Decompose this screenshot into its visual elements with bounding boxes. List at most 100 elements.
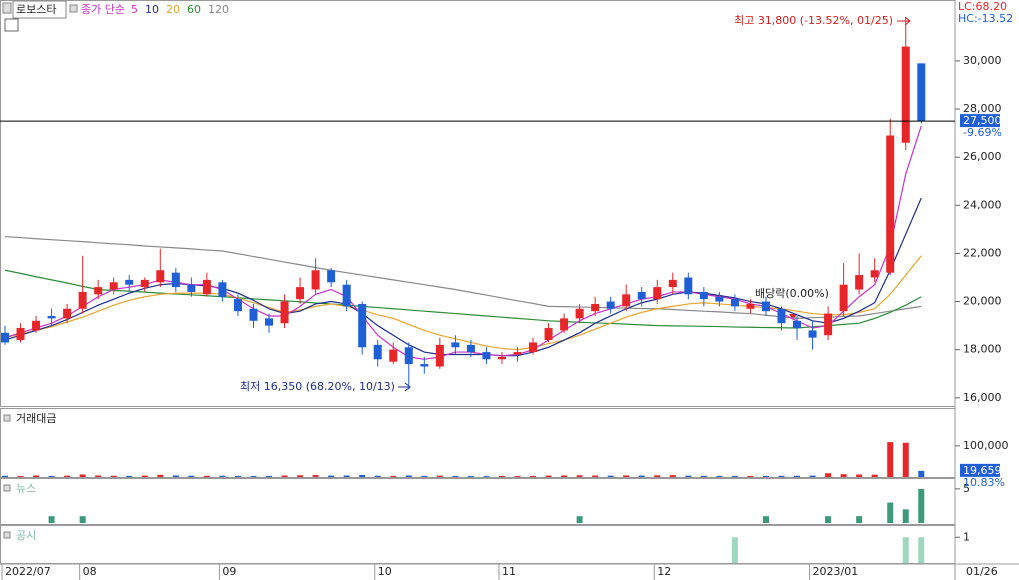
candle-body — [140, 279, 149, 288]
bar — [203, 475, 210, 477]
candle-body — [668, 279, 677, 288]
candle-body — [637, 291, 646, 300]
icon[interactable] — [2, 2, 12, 14]
candle-body — [855, 275, 864, 290]
bar — [918, 488, 925, 523]
current-price: 27,500 — [963, 114, 1002, 127]
legend-entry: 120 — [208, 3, 229, 16]
candle-body — [544, 328, 553, 341]
bar — [887, 502, 894, 523]
candle-body — [917, 63, 926, 122]
bar — [452, 476, 459, 477]
bar — [794, 475, 801, 477]
candle-body — [32, 320, 41, 331]
candle-body — [653, 287, 662, 300]
last-date: 01/26 — [966, 565, 998, 578]
candle-body — [622, 294, 631, 307]
candle-body — [233, 299, 242, 312]
candle-body — [109, 282, 118, 290]
bar — [747, 475, 754, 477]
candle-body — [886, 135, 895, 273]
bar — [545, 475, 552, 477]
x-tick-label: 2023/01 — [813, 565, 859, 578]
candle-body — [606, 301, 615, 309]
panel-icon — [3, 484, 11, 492]
bar — [467, 476, 474, 477]
candle-body — [404, 347, 413, 365]
bar — [436, 475, 443, 477]
bar — [219, 475, 226, 477]
bar — [669, 475, 676, 477]
bar — [172, 475, 179, 477]
x-tick-label: 12 — [657, 565, 671, 578]
bar — [623, 475, 630, 477]
bar — [825, 473, 832, 477]
candle-body — [296, 287, 305, 300]
y-tick-label: 1 — [963, 530, 970, 543]
y-tick-label: 22,000 — [963, 246, 1002, 259]
lc: LC:68.20 — [958, 0, 1007, 13]
candle-body — [94, 287, 103, 295]
bar — [607, 475, 614, 477]
hc: HC:-13.52 — [958, 12, 1013, 25]
candle-body — [125, 279, 134, 285]
current-box — [960, 114, 1000, 128]
x-tick-label: 09 — [222, 565, 236, 578]
candle-body — [591, 303, 600, 312]
current-value: 19,659 — [963, 464, 1002, 477]
legend-entry: 60 — [187, 3, 201, 16]
bar — [809, 475, 816, 477]
candle-body — [327, 270, 336, 283]
candle-body — [342, 284, 351, 307]
candle-body — [793, 320, 802, 329]
arrow — [897, 16, 911, 26]
ma-line — [4, 235, 922, 319]
candle-body — [373, 344, 382, 360]
candle-body — [156, 270, 165, 283]
panel-icon — [3, 531, 11, 539]
y-tick-label: 28,000 — [963, 102, 1002, 115]
y-tick-label: 20,000 — [963, 295, 1002, 308]
current-change: -9.69% — [963, 126, 1002, 139]
bar — [483, 476, 490, 477]
bar — [576, 516, 583, 523]
candle-body — [777, 308, 786, 324]
bar — [188, 475, 195, 477]
bar — [250, 476, 257, 477]
bar — [762, 475, 769, 477]
current-change: 10.83% — [963, 476, 1005, 489]
bar — [762, 516, 769, 523]
bar — [2, 475, 8, 477]
candle-body — [78, 291, 87, 309]
bar — [95, 475, 102, 477]
bar — [918, 470, 925, 477]
bar — [343, 475, 350, 477]
icon[interactable] — [69, 4, 78, 13]
bar — [312, 475, 319, 477]
bar — [126, 475, 133, 477]
stock-box[interactable] — [12, 0, 67, 19]
bar — [110, 475, 117, 477]
bar — [17, 476, 24, 477]
icon[interactable] — [4, 18, 19, 32]
candle-body — [824, 313, 833, 336]
bar — [902, 537, 909, 563]
bar — [731, 475, 738, 477]
dividend-note: 배당락(0.00%) — [755, 287, 829, 300]
candle-body — [730, 299, 739, 307]
bar — [638, 475, 645, 477]
candle-body — [265, 318, 274, 326]
candle-body — [808, 330, 817, 338]
bar — [902, 442, 909, 477]
candle-body — [218, 282, 227, 297]
panel-title: 공시 — [16, 529, 36, 542]
candle-body — [529, 342, 538, 353]
candle-body — [839, 284, 848, 312]
bar — [778, 475, 785, 477]
bar — [825, 516, 832, 523]
candle-body — [699, 291, 708, 300]
bar — [856, 474, 863, 477]
bar — [561, 475, 568, 477]
